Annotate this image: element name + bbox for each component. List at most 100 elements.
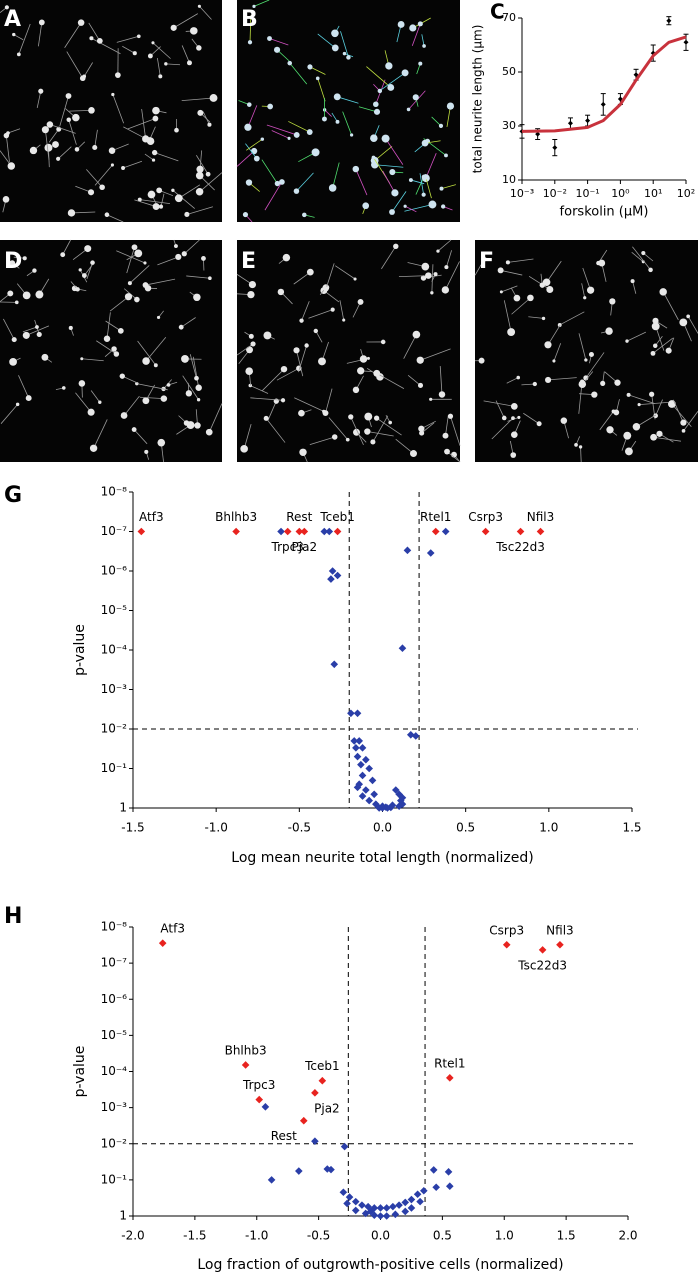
cell-body <box>14 300 19 305</box>
y-tick-label: 10⁻¹ <box>101 1172 128 1186</box>
cell-body <box>583 375 589 381</box>
cell-body <box>197 109 204 116</box>
cell-body <box>158 74 163 79</box>
cell-body <box>299 448 307 456</box>
x-tick-label: 1.0 <box>495 1229 514 1243</box>
data-point <box>327 1165 335 1174</box>
y-tick-label: 10⁻⁸ <box>101 485 128 499</box>
cell-body <box>353 277 357 281</box>
x-tick-label: 0.0 <box>373 821 392 835</box>
data-point <box>365 764 373 773</box>
cell-body <box>371 160 379 169</box>
data-point <box>355 780 364 789</box>
neurite <box>137 340 157 366</box>
neurite <box>88 22 101 42</box>
neurite <box>265 418 286 443</box>
data-point <box>311 1089 319 1097</box>
cell-body <box>52 141 59 148</box>
neurite <box>301 301 310 321</box>
neurite <box>687 316 698 334</box>
neurite <box>662 291 679 321</box>
neurite <box>83 62 93 77</box>
cell-body <box>574 443 578 447</box>
cell-body <box>648 267 653 273</box>
data-point <box>481 527 490 536</box>
neurite <box>289 62 308 85</box>
cell-body <box>373 369 381 377</box>
cell-body <box>32 268 37 273</box>
cell-body <box>195 171 204 180</box>
data-point <box>432 1183 440 1192</box>
cell-body <box>409 24 417 32</box>
cell-body <box>578 445 583 449</box>
cell-body <box>328 184 337 192</box>
cell-body <box>302 212 307 218</box>
cell-body <box>267 103 274 110</box>
data-point <box>426 549 435 557</box>
cell-body <box>380 339 386 345</box>
neurite <box>342 111 352 136</box>
neurite <box>192 356 200 388</box>
data-point <box>311 1137 319 1146</box>
neurite <box>431 264 434 293</box>
neurite <box>127 118 156 130</box>
data-point <box>392 786 400 794</box>
neurite <box>236 150 255 167</box>
micrograph <box>475 240 698 462</box>
neurite <box>308 309 333 319</box>
data-point <box>361 1209 370 1218</box>
data-point <box>535 131 541 137</box>
neurite <box>317 78 326 102</box>
cell-body <box>60 252 66 258</box>
cell-body <box>36 331 42 338</box>
cell-body <box>207 122 212 127</box>
neurite <box>367 431 394 437</box>
neurite <box>546 260 562 283</box>
neurite <box>133 429 148 445</box>
cell-body <box>505 260 510 265</box>
neurite <box>521 383 535 386</box>
panel-label: F <box>479 249 494 274</box>
data-point <box>538 946 547 954</box>
cell-body <box>44 143 53 152</box>
cell-body <box>632 423 641 431</box>
cell-body <box>152 106 160 115</box>
neurite <box>269 38 289 46</box>
cell-body <box>352 386 360 394</box>
point-label: Csrp3 <box>489 923 524 937</box>
neurite <box>643 252 654 262</box>
x-tick-label: 10⁻¹ <box>575 187 599 200</box>
data-point <box>683 39 689 45</box>
fit-curve <box>521 35 687 133</box>
cell-body <box>142 397 150 405</box>
data-point <box>325 527 334 536</box>
neurite <box>559 311 585 326</box>
neurite <box>94 164 113 186</box>
cell-body <box>552 359 556 363</box>
cell-body <box>418 425 425 432</box>
neurite <box>144 153 154 161</box>
cell-body <box>626 392 631 397</box>
point-label: Pja2 <box>314 1101 340 1115</box>
data-point <box>420 1186 428 1195</box>
cell-body <box>444 448 450 455</box>
cell-body <box>41 353 49 361</box>
point-label: Tsc22d3 <box>517 958 567 972</box>
data-point <box>416 1197 424 1206</box>
point-label: Tceb1 <box>304 1059 340 1073</box>
cell-body <box>532 381 537 387</box>
neurite <box>548 377 577 381</box>
point-label: Nfil3 <box>527 510 555 524</box>
cell-body <box>193 293 201 302</box>
cell-body <box>315 76 320 81</box>
cell-body <box>280 398 286 403</box>
data-point <box>267 1176 276 1184</box>
data-point <box>446 1182 454 1191</box>
cell-body <box>313 328 318 334</box>
point-label: Pja2 <box>292 540 318 554</box>
x-tick-label: -2.0 <box>121 1229 144 1243</box>
neurite <box>425 153 437 179</box>
neurite <box>57 146 72 160</box>
neurite <box>337 96 359 104</box>
cell-body <box>527 294 534 302</box>
